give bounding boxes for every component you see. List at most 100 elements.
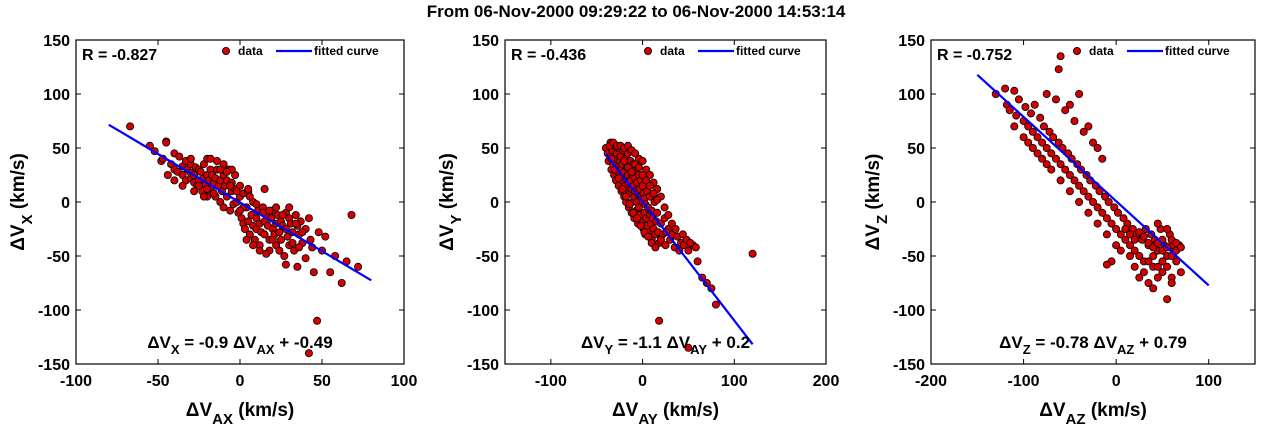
data-point <box>633 214 642 223</box>
correlation-label: R = -0.436 <box>511 47 586 64</box>
data-point <box>1135 273 1144 282</box>
x-axis-label: ΔVAZ (km/s) <box>1039 400 1147 428</box>
data-point <box>1119 214 1128 223</box>
data-point <box>631 149 640 158</box>
legend: data fitted curve <box>644 44 801 58</box>
data-point <box>1065 170 1074 179</box>
data-point <box>1163 262 1172 271</box>
data-point <box>711 300 720 309</box>
data-point <box>1116 230 1125 239</box>
y-tick-label: 50 <box>52 141 70 158</box>
data-point <box>304 349 313 358</box>
data-point <box>664 210 673 219</box>
data-point <box>1089 138 1098 147</box>
data-point <box>1049 133 1058 142</box>
data-points <box>126 122 363 358</box>
x-tick-label: -100 <box>60 373 92 390</box>
data-point <box>1042 143 1051 152</box>
data-point <box>1084 122 1093 131</box>
legend-data-label: data <box>660 44 685 58</box>
data-point <box>1052 95 1061 104</box>
data-point <box>642 165 651 174</box>
data-point <box>638 170 647 179</box>
data-point <box>671 224 680 233</box>
data-point <box>1001 84 1010 93</box>
data-point <box>638 156 647 165</box>
data-point <box>661 241 670 250</box>
data-point <box>275 246 284 255</box>
data-point <box>126 122 135 131</box>
y-tick-label: -150 <box>467 357 499 374</box>
data-point <box>321 232 330 241</box>
data-point <box>235 206 244 215</box>
y-tick-label: -50 <box>902 249 925 266</box>
correlation-label: R = -0.827 <box>82 47 157 64</box>
data-point <box>622 192 631 201</box>
data-point <box>309 268 318 277</box>
legend-fit-label: fitted curve <box>1165 44 1230 58</box>
data-point <box>1079 187 1088 196</box>
data-point <box>249 241 258 250</box>
y-tick-label: 100 <box>898 87 925 104</box>
y-tick-label: 150 <box>472 33 499 50</box>
data-point <box>656 235 665 244</box>
data-point <box>194 181 203 190</box>
data-point <box>190 187 199 196</box>
data-point <box>1010 86 1019 95</box>
data-point <box>1084 192 1093 201</box>
data-point <box>216 165 225 174</box>
data-point <box>1112 224 1121 233</box>
x-tick-label: -100 <box>1008 373 1040 390</box>
data-point <box>667 219 676 228</box>
data-point <box>1042 90 1051 99</box>
legend-data-label: data <box>1089 44 1114 58</box>
legend-data-marker <box>221 47 230 56</box>
legend-fit-label: fitted curve <box>736 44 801 58</box>
x-axis-label: ΔVAX (km/s) <box>186 400 294 428</box>
data-point <box>1163 224 1172 233</box>
x-tick-label: 100 <box>721 373 748 390</box>
data-point <box>1070 117 1079 126</box>
fit-equation: ΔVY = -1.1 ΔVAY + 0.2 <box>581 333 750 357</box>
data-point <box>226 181 235 190</box>
data-point <box>1014 95 1023 104</box>
x-tick-label: 0 <box>638 373 647 390</box>
data-point <box>252 200 261 209</box>
data-point <box>298 228 307 237</box>
y-tick-label: -50 <box>47 249 70 266</box>
data-point <box>1056 176 1065 185</box>
fit-equation: ΔVZ = -0.78 ΔVAZ + 0.79 <box>999 333 1187 357</box>
data-points <box>991 52 1185 304</box>
data-points <box>601 138 757 352</box>
scatter-panel-2: -100 0 100 200 -150 -100 -50 0 50 100 150 R = -0.43… <box>437 33 839 428</box>
data-point <box>1027 109 1036 118</box>
x-tick-label: 100 <box>391 373 418 390</box>
data-point <box>260 230 269 239</box>
data-point <box>1126 230 1135 239</box>
data-point <box>1054 65 1063 74</box>
x-axis-label: ΔVAY (km/s) <box>612 400 719 428</box>
data-point <box>1114 208 1123 217</box>
fitted-curve-line <box>976 73 1210 287</box>
data-point <box>1112 241 1121 250</box>
data-point <box>625 200 634 209</box>
data-point <box>281 260 290 269</box>
y-axis-label: ΔVY (km/s) <box>437 153 465 251</box>
data-point <box>170 176 179 185</box>
data-point <box>1116 246 1125 255</box>
y-tick-label: 100 <box>43 87 70 104</box>
data-point <box>196 167 205 176</box>
data-point <box>1028 127 1037 136</box>
data-point <box>1093 219 1102 228</box>
data-point <box>304 214 313 223</box>
data-point <box>651 243 660 252</box>
data-point <box>291 210 300 219</box>
data-point <box>1144 257 1153 266</box>
data-point <box>620 156 629 165</box>
data-point <box>1126 251 1135 260</box>
data-point <box>278 210 287 219</box>
fitted-curve-line <box>605 153 754 346</box>
data-point <box>684 246 693 255</box>
data-point <box>1024 122 1033 131</box>
data-point <box>203 184 212 193</box>
